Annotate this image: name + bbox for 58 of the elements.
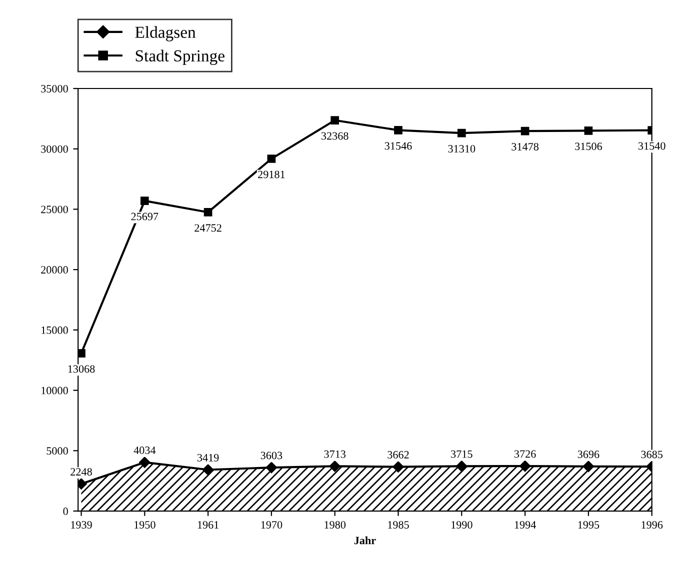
point: [394, 126, 402, 134]
point: [582, 460, 594, 472]
x-tick-label: 1961: [198, 521, 218, 529]
data-label: 3713: [324, 450, 346, 458]
data-label: 3685: [641, 450, 663, 458]
point: [456, 460, 468, 472]
x-tick-label: 1950: [134, 521, 156, 529]
x-tick-label: 1995: [578, 521, 600, 529]
point: [139, 456, 150, 468]
data-label: 3419: [197, 454, 219, 462]
x-axis-title: Jahr: [354, 536, 376, 544]
data-label: 31478: [512, 142, 539, 150]
y-tick-label: 10000: [42, 386, 68, 394]
y-tick-label: 25000: [41, 206, 68, 214]
point: [584, 126, 593, 135]
x-tick-label: 1985: [388, 521, 409, 529]
x-tick-label: 1994: [514, 521, 536, 529]
data-label: 25697: [131, 212, 158, 220]
point: [78, 349, 86, 358]
data-label: 3715: [451, 450, 472, 458]
data-label: 2248: [70, 468, 92, 476]
y-tick-label: 5000: [46, 447, 68, 455]
y-tick-label: 15000: [42, 326, 68, 334]
data-label: 31506: [575, 142, 602, 150]
y-tick-label: 35000: [41, 84, 68, 92]
point: [392, 461, 404, 472]
data-label: 31540: [638, 142, 666, 150]
data-label: 31546: [384, 142, 412, 150]
x-tick-label: 1970: [261, 521, 282, 529]
y-tick-label: 20000: [41, 266, 68, 274]
point: [202, 464, 214, 476]
point: [266, 462, 278, 474]
y-tick-label: 0: [63, 508, 68, 516]
data-label: 4034: [134, 446, 156, 454]
point: [457, 128, 466, 138]
data-label: 3662: [388, 451, 409, 459]
data-label: 31310: [448, 145, 476, 152]
x-tick-label: 1990: [452, 521, 472, 529]
legend-label: Eldagsen: [135, 26, 196, 42]
data-label: 24752: [194, 224, 222, 232]
point: [329, 460, 340, 472]
data-label: 3603: [260, 452, 282, 460]
data-label: 29181: [258, 170, 285, 178]
data-label: 3726: [514, 450, 536, 458]
data-label: 32368: [321, 132, 348, 140]
point: [330, 116, 340, 124]
point: [520, 126, 530, 136]
point: [519, 460, 531, 472]
x-tick-label: 1996: [642, 521, 663, 529]
x-tick-label: 1980: [324, 521, 346, 529]
y-tick-label: 30000: [41, 145, 68, 153]
data-label: 13068: [68, 365, 95, 373]
legend-label: Stadt Springe: [136, 50, 224, 65]
x-tick-label: 1939: [71, 521, 92, 529]
point: [140, 196, 149, 205]
point: [204, 208, 212, 216]
data-label: 3696: [578, 450, 600, 458]
point: [267, 154, 276, 163]
